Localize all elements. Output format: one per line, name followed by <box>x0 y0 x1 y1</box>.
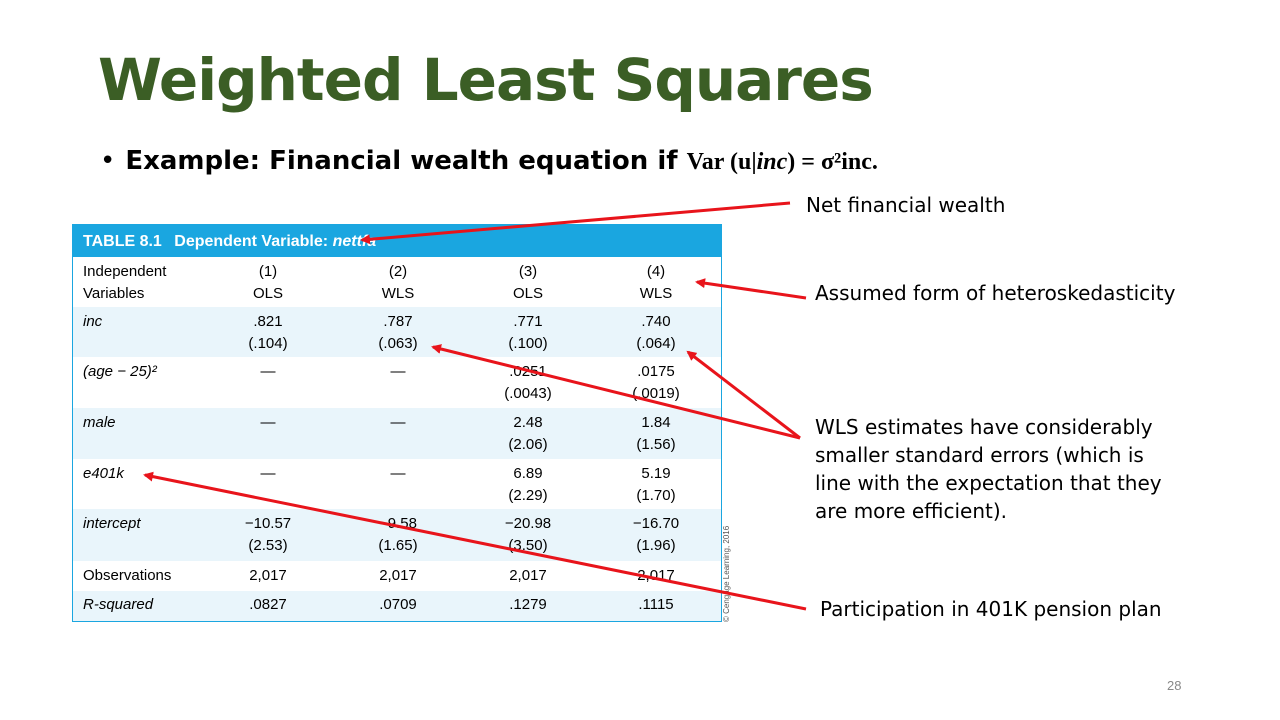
arrow-heteroskedasticity <box>695 278 807 300</box>
std-error: (2.06) <box>508 436 548 453</box>
coef: — <box>260 414 276 431</box>
row-label: male <box>83 414 116 431</box>
std-error: (.063) <box>378 335 418 352</box>
table-header-row: Independent Variables (1) OLS (2) WLS (3… <box>73 261 721 307</box>
obs-value: 2,017 <box>249 567 287 584</box>
rsq-value: .0709 <box>379 596 417 613</box>
std-error: (2.29) <box>508 487 548 504</box>
slide-number: 28 <box>1167 678 1182 693</box>
arrow-net-wealth <box>360 201 791 245</box>
dv-label: Dependent Variable: <box>174 233 329 250</box>
obs-value: 2,017 <box>379 567 417 584</box>
std-error: (2.53) <box>248 537 288 554</box>
std-error: (1.70) <box>636 487 676 504</box>
coef: .740 <box>641 313 671 330</box>
bullet-text: Example: Financial wealth equation if <box>125 146 687 176</box>
row-label: intercept <box>83 515 141 532</box>
coef: — <box>260 465 276 482</box>
col-num: (1) <box>258 263 278 280</box>
table-number: TABLE 8.1 <box>83 233 162 250</box>
table-row: male — — 2.48 (2.06) 1.84 (1.56) <box>73 408 721 459</box>
row-label: (age − 25)² <box>83 363 157 380</box>
coef: 6.89 <box>513 465 543 482</box>
col-method: OLS <box>252 285 283 302</box>
col-num: (3) <box>518 263 538 280</box>
annotation-wls-standard-errors: WLS estimates have considerably smaller … <box>815 415 1162 523</box>
variance-formula: Var (u|inc) = σ²inc. <box>687 149 878 175</box>
coef: .0175 <box>637 363 675 380</box>
coef: −10.57 <box>244 515 292 532</box>
std-error: (1.56) <box>636 436 676 453</box>
std-error: (.0043) <box>504 385 552 402</box>
coef: .771 <box>513 313 543 330</box>
header-label-line2: Variables <box>83 285 145 302</box>
row-label: Observations <box>83 567 172 584</box>
coef: — <box>390 465 406 482</box>
math-u: (u| <box>730 149 757 175</box>
bullet-dot: • <box>100 146 116 176</box>
coef: .787 <box>383 313 413 330</box>
col-num: (4) <box>646 263 666 280</box>
header-label-line1: Independent <box>83 263 167 280</box>
table-row: e401k — — 6.89 (2.29) 5.19 (1.70) <box>73 459 721 509</box>
col-num: (2) <box>388 263 408 280</box>
std-error: (.100) <box>508 335 548 352</box>
slide-title: Weighted Least Squares <box>98 46 874 114</box>
coef: 5.19 <box>641 465 671 482</box>
coef: — <box>260 363 276 380</box>
row-label: e401k <box>83 465 124 482</box>
table-row: inc .821 (.104) .787 (.063) .771 (.100) … <box>73 307 721 357</box>
col-method: OLS <box>512 285 543 302</box>
arrow-wls-se-4 <box>686 350 801 440</box>
std-error: (.104) <box>248 335 288 352</box>
annotation-heteroskedasticity: Assumed form of heteroskedasticity <box>815 281 1176 305</box>
coef: −20.98 <box>504 515 552 532</box>
regression-table: TABLE 8.1 Dependent Variable: nettfa Ind… <box>72 224 722 622</box>
std-error: (1.96) <box>636 537 676 554</box>
arrow-pension-plan <box>143 471 807 611</box>
coef: −16.70 <box>632 515 680 532</box>
bullet-example: • Example: Financial wealth equation if V… <box>100 146 878 176</box>
obs-value: 2,017 <box>509 567 547 584</box>
col-method: WLS <box>639 285 673 302</box>
table-row: R-squared .0827 .0709 .1279 .1115 <box>73 591 721 621</box>
rsq-value: .1115 <box>638 596 674 613</box>
row-label: R-squared <box>83 596 154 613</box>
std-error: (1.65) <box>378 537 418 554</box>
math-inc: inc <box>756 149 788 175</box>
table-row: intercept −10.57 (2.53) −9.58 (1.65) −20… <box>73 509 721 561</box>
col-method: WLS <box>381 285 415 302</box>
std-error: (.064) <box>636 335 676 352</box>
arrow-wls-se-2 <box>431 344 801 440</box>
annotation-pension-plan: Participation in 401K pension plan <box>820 597 1162 621</box>
coef: .821 <box>253 313 283 330</box>
math-var: Var <box>686 149 724 175</box>
row-label: inc <box>83 313 103 330</box>
rsq-value: .1279 <box>509 596 547 613</box>
table-row: Observations 2,017 2,017 2,017 2,017 <box>73 561 721 591</box>
annotation-net-wealth: Net financial wealth <box>806 193 1006 217</box>
coef: — <box>390 363 406 380</box>
rsq-value: .0827 <box>249 596 287 613</box>
coef: 2.48 <box>513 414 543 431</box>
coef: — <box>390 414 406 431</box>
coef: 1.84 <box>641 414 671 431</box>
std-error: (.0019) <box>632 385 680 402</box>
table-caption: TABLE 8.1 Dependent Variable: nettfa <box>73 225 721 257</box>
math-rest: ) = σ²inc. <box>787 149 878 175</box>
